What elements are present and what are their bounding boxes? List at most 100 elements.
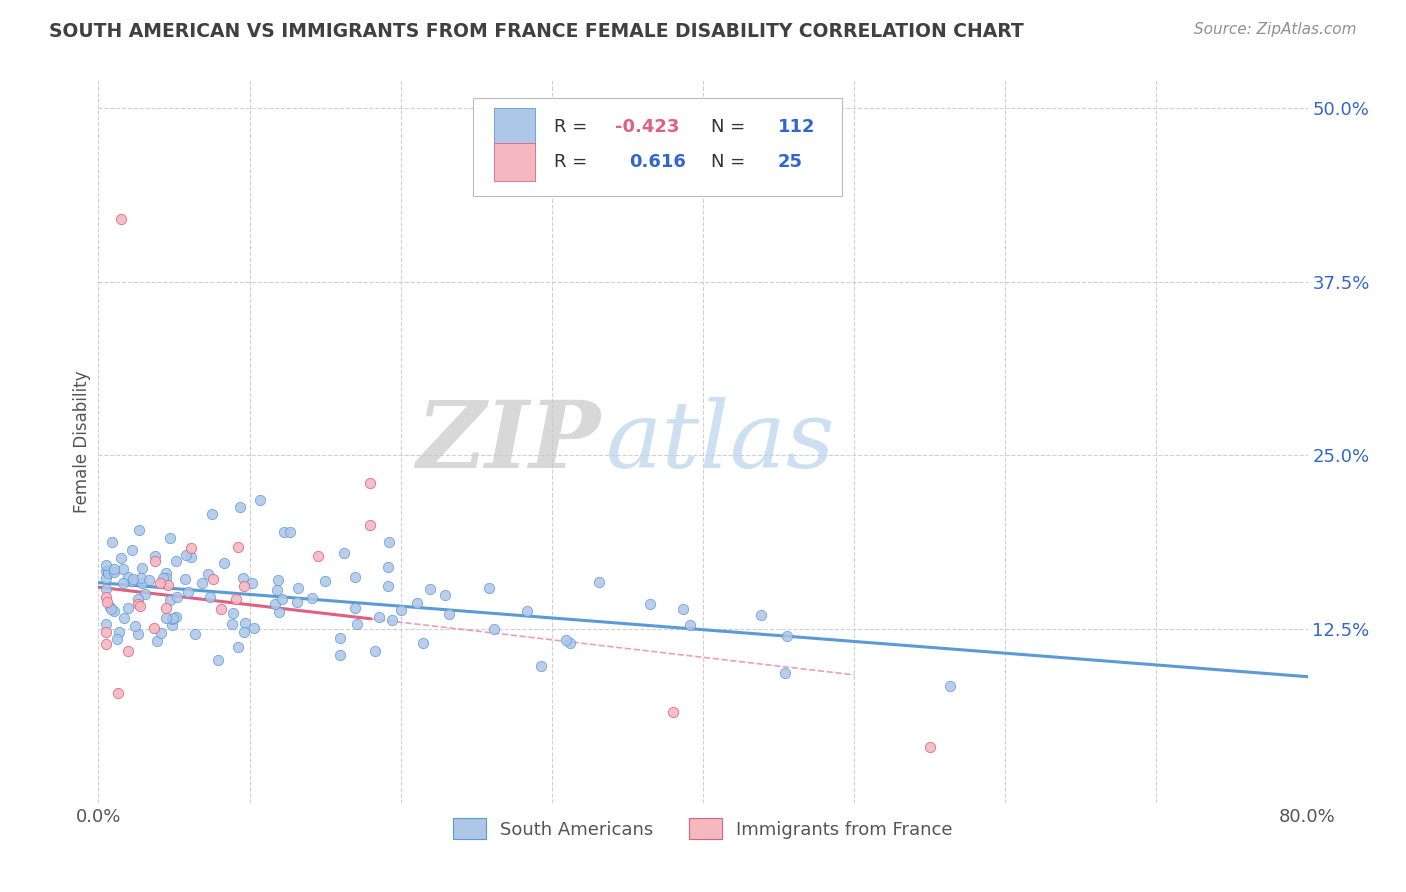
Point (201, 572, 224, 586)
Point (329, 648, 352, 662)
Point (143, 554, 166, 568)
Point (229, 500, 252, 515)
Text: Source: ZipAtlas.com: Source: ZipAtlas.com (1194, 22, 1357, 37)
Point (285, 595, 308, 609)
Point (240, 576, 263, 591)
Point (94, 591, 117, 605)
Point (112, 575, 135, 590)
Point (273, 524, 295, 539)
Point (918, 740, 941, 755)
Point (207, 653, 229, 667)
Point (103, 604, 125, 618)
Point (128, 523, 150, 537)
Legend: South Americans, Immigrants from France: South Americans, Immigrants from France (444, 809, 962, 848)
Point (267, 605, 290, 619)
Point (478, 582, 501, 596)
Point (263, 597, 285, 611)
Point (267, 573, 290, 587)
FancyBboxPatch shape (494, 143, 534, 181)
Point (314, 574, 336, 589)
Point (107, 625, 129, 640)
Point (249, 493, 271, 508)
Point (177, 585, 200, 599)
Point (412, 636, 434, 650)
Point (516, 604, 538, 618)
Point (638, 597, 661, 611)
Point (149, 575, 172, 590)
Point (558, 636, 581, 650)
Point (212, 557, 235, 571)
Point (162, 610, 184, 624)
Point (117, 644, 139, 658)
Point (225, 592, 247, 607)
Point (939, 679, 962, 693)
Point (94, 624, 117, 639)
Point (226, 540, 249, 554)
Point (419, 582, 441, 596)
Point (127, 592, 149, 607)
Point (94, 558, 117, 572)
Point (222, 607, 245, 621)
Point (368, 609, 391, 624)
Point (94, 582, 117, 597)
Point (103, 562, 125, 576)
Point (749, 607, 772, 622)
Point (121, 542, 143, 557)
Point (111, 561, 134, 575)
Point (243, 621, 266, 635)
Point (209, 602, 232, 616)
Point (343, 570, 366, 584)
Point (155, 566, 177, 580)
Point (197, 567, 219, 582)
FancyBboxPatch shape (494, 108, 534, 145)
Point (96, 595, 118, 609)
Point (180, 550, 202, 565)
Point (405, 595, 427, 609)
Point (122, 572, 145, 586)
Point (146, 634, 169, 648)
Point (124, 618, 146, 632)
Point (389, 603, 412, 617)
Point (344, 600, 367, 615)
Point (434, 588, 457, 602)
Point (160, 618, 183, 632)
Point (174, 572, 197, 586)
Point (134, 586, 156, 600)
Point (381, 613, 404, 627)
Point (127, 597, 149, 611)
Point (364, 643, 387, 657)
Point (160, 612, 183, 626)
Point (94, 564, 117, 578)
Point (94, 571, 117, 585)
Point (103, 565, 125, 579)
Point (110, 550, 132, 565)
Point (301, 591, 323, 606)
Point (180, 541, 202, 555)
Point (100, 601, 122, 615)
Point (110, 212, 132, 227)
Point (377, 579, 399, 593)
Point (360, 518, 382, 533)
Point (159, 592, 181, 607)
Point (266, 582, 288, 597)
Point (155, 611, 177, 625)
FancyBboxPatch shape (474, 98, 842, 196)
Point (555, 633, 578, 648)
Point (530, 658, 553, 673)
Point (328, 631, 350, 645)
Point (94, 636, 117, 650)
Point (131, 561, 153, 575)
Point (129, 599, 152, 614)
Y-axis label: Female Disability: Female Disability (73, 370, 91, 513)
Point (117, 570, 139, 584)
Point (96, 566, 118, 580)
Point (165, 610, 187, 624)
Point (226, 640, 249, 655)
Point (191, 576, 214, 591)
Point (672, 602, 695, 616)
Text: 112: 112 (778, 118, 815, 136)
Point (152, 571, 174, 585)
Point (107, 686, 129, 700)
Point (138, 573, 160, 587)
Point (482, 623, 505, 637)
